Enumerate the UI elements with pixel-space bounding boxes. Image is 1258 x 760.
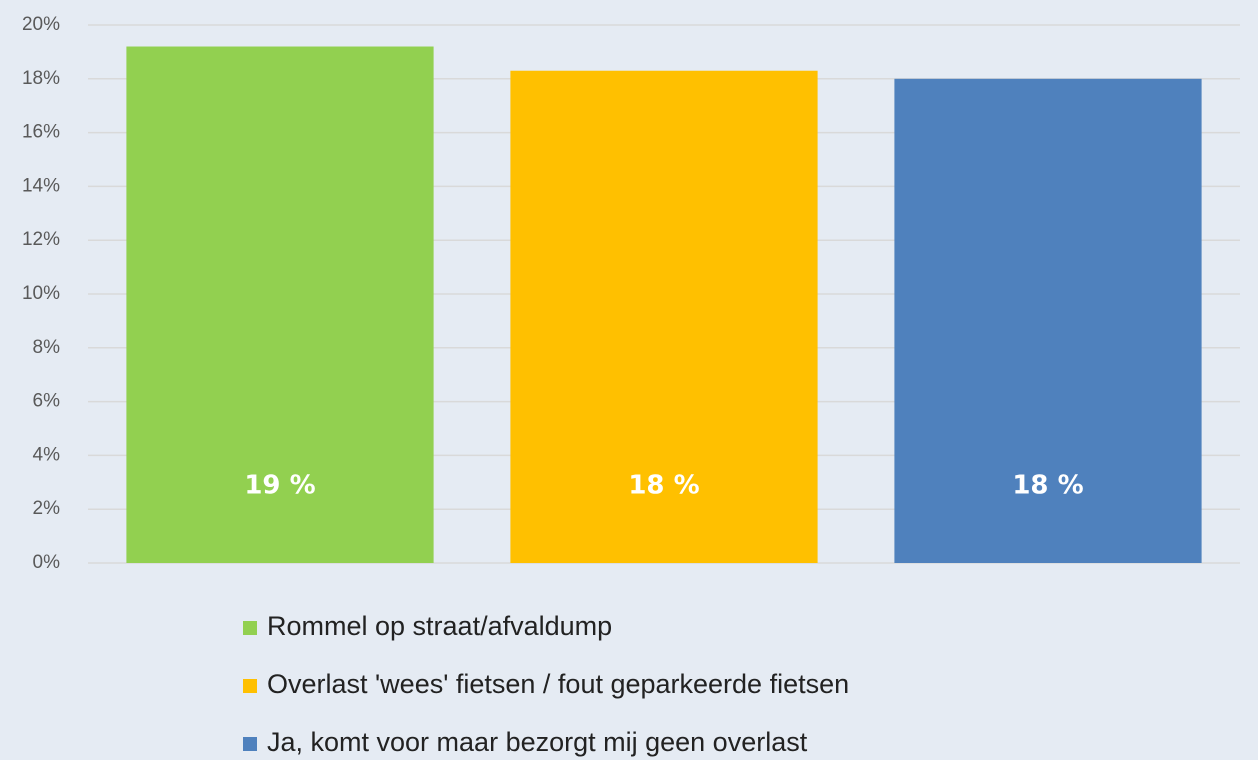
y-tick-label: 2% bbox=[33, 498, 61, 519]
y-tick-label: 18% bbox=[22, 68, 60, 89]
y-tick-label: 12% bbox=[22, 229, 60, 250]
legend-swatch bbox=[243, 621, 257, 635]
legend-swatch bbox=[243, 679, 257, 693]
bar bbox=[510, 70, 818, 563]
data-label: 19 % bbox=[244, 471, 315, 501]
y-tick-label: 16% bbox=[22, 122, 60, 143]
bar bbox=[894, 78, 1202, 564]
legend-label: Ja, komt voor maar bezorgt mij geen over… bbox=[267, 727, 808, 757]
y-tick-label: 20% bbox=[22, 14, 60, 35]
y-tick-label: 4% bbox=[33, 444, 61, 465]
y-tick-label: 0% bbox=[33, 552, 61, 573]
data-label: 18 % bbox=[628, 471, 699, 501]
legend-label: Rommel op straat/afvaldump bbox=[267, 611, 612, 641]
bar bbox=[126, 46, 434, 563]
legend-label: Overlast 'wees' fietsen / fout geparkeer… bbox=[267, 669, 849, 699]
y-tick-label: 6% bbox=[33, 391, 61, 412]
y-tick-label: 10% bbox=[22, 283, 60, 304]
y-tick-label: 14% bbox=[22, 175, 60, 196]
data-label: 18 % bbox=[1012, 471, 1083, 501]
y-tick-label: 8% bbox=[33, 337, 61, 358]
legend-swatch bbox=[243, 737, 257, 751]
